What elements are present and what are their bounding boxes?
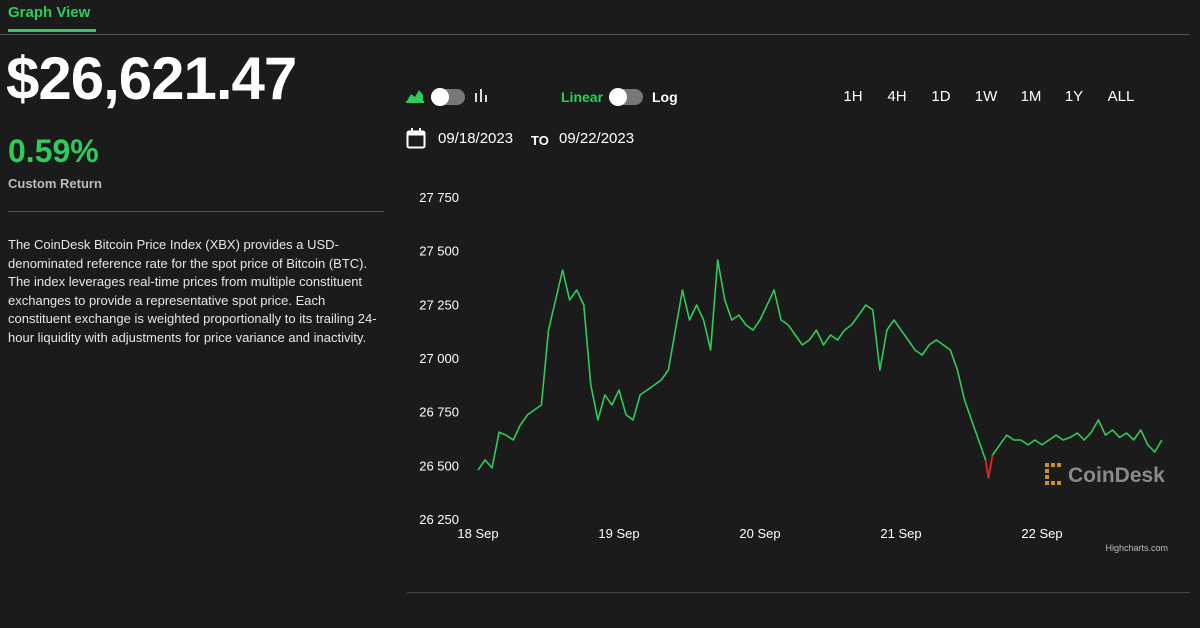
y-tick-label: 27 500: [419, 244, 459, 259]
watermark: CoinDesk: [1068, 464, 1165, 487]
chart-type-toggle[interactable]: [431, 89, 465, 105]
watermark-logo: [1045, 463, 1061, 485]
area-chart-icon[interactable]: [406, 87, 424, 103]
range-button[interactable]: 1D: [921, 88, 961, 105]
range-button[interactable]: 1H: [833, 88, 873, 105]
return-value: 0.59%: [8, 133, 99, 170]
y-tick-label: 27 000: [419, 351, 459, 366]
bar-chart-icon[interactable]: [474, 87, 488, 103]
date-from[interactable]: 09/18/2023: [438, 130, 513, 147]
date-to[interactable]: 09/22/2023: [559, 130, 634, 147]
date-separator: TO: [531, 133, 549, 148]
range-button[interactable]: ALL: [1101, 88, 1141, 105]
y-tick-label: 27 750: [419, 190, 459, 205]
x-tick-label: 20 Sep: [739, 526, 780, 541]
price: $26,621.47: [6, 44, 296, 113]
tab[interactable]: Graph View: [8, 4, 90, 21]
log-label[interactable]: Log: [652, 89, 678, 105]
y-tick-label: 27 250: [419, 297, 459, 312]
y-tick-label: 26 750: [419, 405, 459, 420]
range-button[interactable]: 1W: [966, 88, 1006, 105]
return-label: Custom Return: [8, 176, 102, 191]
range-button[interactable]: 1Y: [1054, 88, 1094, 105]
calendar-icon[interactable]: [406, 128, 426, 149]
below-start-segment: [986, 455, 993, 478]
x-tick-label: 19 Sep: [598, 526, 639, 541]
range-button[interactable]: 1M: [1011, 88, 1051, 105]
x-tick-label: 22 Sep: [1021, 526, 1062, 541]
range-button[interactable]: 4H: [877, 88, 917, 105]
x-tick-label: 18 Sep: [457, 526, 498, 541]
credit: Highcharts.com: [1105, 543, 1168, 553]
scale-toggle[interactable]: [609, 89, 643, 105]
tab-underline: [8, 29, 96, 32]
y-tick-label: 26 500: [419, 458, 459, 473]
price-line: [478, 260, 1162, 478]
linear-label[interactable]: Linear: [561, 89, 603, 105]
divider: [0, 34, 1190, 35]
divider: [8, 211, 384, 212]
description: The CoinDesk Bitcoin Price Index (XBX) p…: [8, 236, 380, 347]
x-tick-label: 21 Sep: [880, 526, 921, 541]
divider: [407, 592, 1190, 593]
y-tick-label: 26 250: [419, 512, 459, 527]
